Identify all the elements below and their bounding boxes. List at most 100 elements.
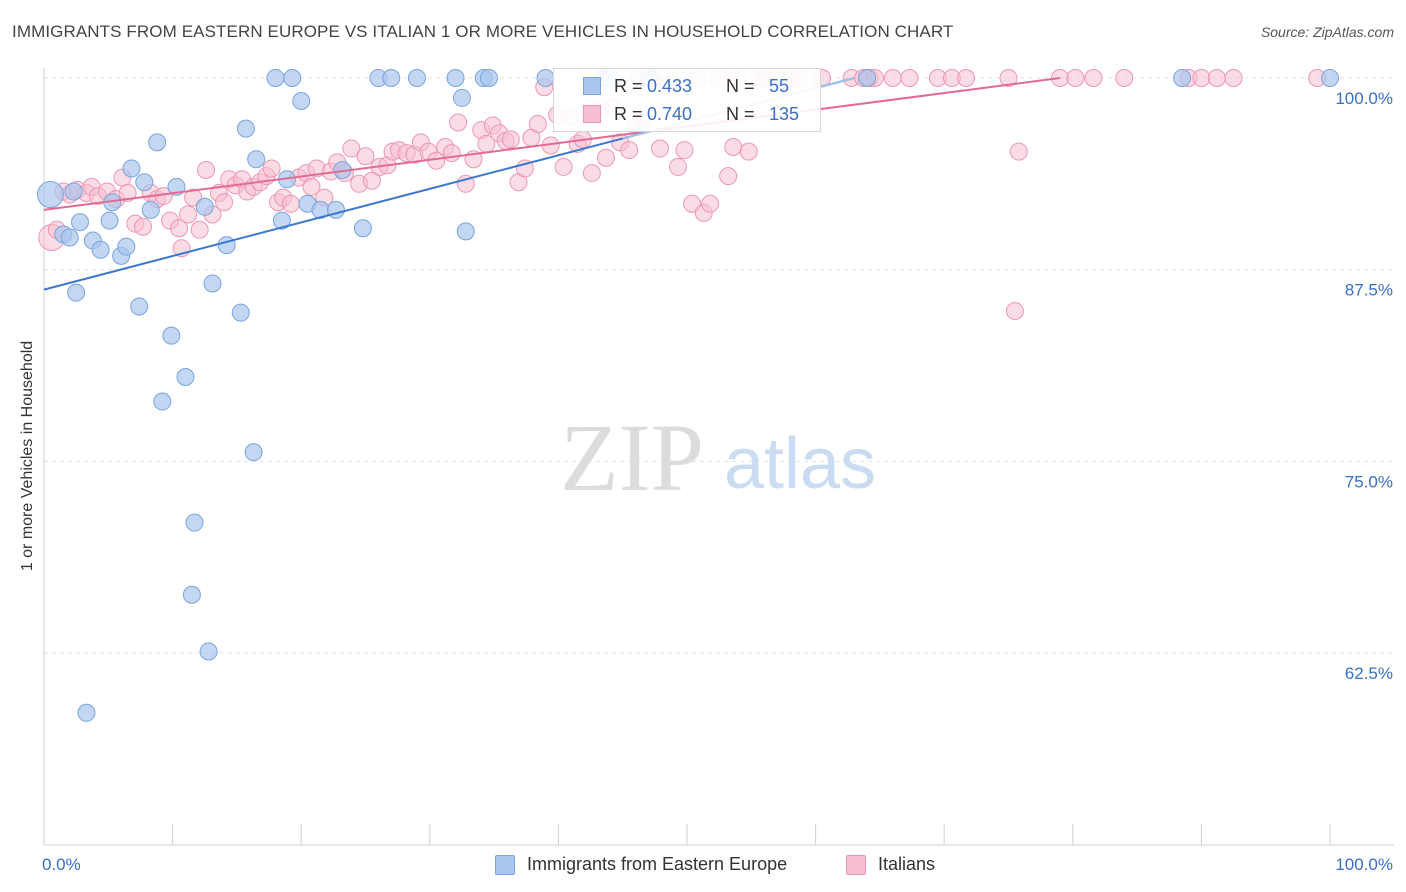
legend-row-italians: R = 0.740 N = 135	[554, 101, 820, 127]
x-tick-label-left: 0.0%	[42, 855, 81, 874]
tick-labels: 100.0% 87.5% 75.0% 62.5% 0.0% 100.0%	[42, 89, 1393, 874]
data-point	[479, 69, 498, 87]
data-point	[292, 92, 311, 110]
data-point	[1115, 69, 1134, 87]
data-point	[858, 69, 877, 87]
data-point	[77, 703, 96, 722]
data-point	[1321, 69, 1339, 87]
data-point	[900, 69, 919, 87]
data-point	[272, 211, 291, 230]
data-point	[190, 220, 209, 239]
data-point	[215, 193, 234, 212]
data-point	[1173, 69, 1192, 87]
data-point	[382, 69, 401, 87]
data-point	[1066, 69, 1085, 87]
data-point	[957, 69, 976, 87]
data-point	[1009, 142, 1028, 161]
data-point	[148, 133, 167, 152]
legend-swatch-blue	[583, 77, 601, 95]
legend-row-eastern-europe: R = 0.433 N = 55	[554, 73, 820, 99]
data-point	[554, 157, 573, 176]
data-point	[356, 147, 375, 166]
watermark-atlas: atlas	[724, 424, 876, 504]
legend-r-label: R =	[614, 76, 643, 96]
legend-n-value: 135	[769, 104, 800, 124]
data-point	[362, 171, 381, 190]
data-point	[739, 142, 758, 161]
trend-line	[43, 77, 1061, 211]
data-point	[203, 274, 222, 293]
watermark: ZIP atlas	[560, 404, 876, 511]
data-point	[185, 513, 204, 532]
data-point	[153, 392, 172, 411]
data-point	[281, 194, 300, 213]
legend-r-label: R =	[614, 104, 643, 124]
data-point	[182, 585, 201, 604]
data-point	[999, 69, 1018, 87]
legend-swatch-blue	[495, 855, 515, 875]
y-tick-label: 87.5%	[1345, 281, 1393, 300]
data-point	[176, 368, 195, 386]
data-point	[283, 69, 302, 87]
data-point	[170, 219, 189, 238]
data-point	[217, 236, 236, 255]
data-point	[195, 197, 214, 216]
legend-n-label: N =	[726, 104, 755, 124]
data-point	[302, 177, 321, 196]
data-point	[122, 159, 141, 178]
data-point	[199, 642, 218, 661]
legend-label: Italians	[878, 854, 936, 874]
y-tick-label: 62.5%	[1345, 664, 1393, 683]
data-point	[407, 69, 426, 87]
data-point	[719, 167, 738, 186]
data-point	[1192, 69, 1211, 87]
data-point	[71, 213, 90, 232]
series-eastern-europe	[36, 69, 1339, 722]
legend-n-label: N =	[726, 76, 755, 96]
data-point	[449, 113, 468, 132]
data-point	[442, 144, 461, 163]
data-point	[675, 141, 694, 160]
chart-title: IMMIGRANTS FROM EASTERN EUROPE VS ITALIA…	[12, 22, 954, 41]
data-point	[60, 228, 79, 247]
data-point	[668, 157, 687, 176]
y-axis-label: 1 or more Vehicles in Household	[19, 340, 36, 572]
x-tick-label-right: 100.0%	[1335, 855, 1393, 874]
series-legend: Immigrants from Eastern Europe Italians	[0, 852, 1406, 878]
data-point	[64, 182, 83, 201]
data-point	[118, 184, 137, 202]
data-point	[446, 69, 465, 87]
data-point	[724, 138, 743, 156]
data-point	[262, 159, 281, 178]
y-tick-label: 75.0%	[1345, 472, 1393, 491]
data-point	[452, 88, 471, 107]
data-point	[179, 205, 198, 224]
watermark-zip: ZIP	[560, 404, 704, 511]
data-point	[536, 69, 555, 87]
data-point	[701, 194, 720, 213]
data-point	[130, 297, 149, 316]
data-point	[266, 69, 285, 87]
data-point	[134, 217, 153, 236]
stats-legend: R = 0.433 N = 55 R = 0.740 N = 135	[553, 68, 821, 132]
data-point	[596, 148, 615, 167]
data-point	[100, 211, 119, 230]
data-point	[1084, 69, 1103, 87]
data-point	[244, 443, 263, 462]
data-point	[67, 283, 86, 302]
data-point	[582, 164, 601, 183]
data-point	[528, 115, 547, 133]
chart-source: Source: ZipAtlas.com	[1260, 24, 1394, 40]
legend-r-value: 0.433	[647, 76, 693, 96]
data-point	[197, 161, 216, 179]
y-tick-label: 100.0%	[1335, 89, 1393, 108]
grid-layer	[44, 77, 1394, 654]
data-point	[247, 150, 266, 169]
data-point	[117, 237, 136, 256]
legend-swatch-pink	[846, 855, 866, 875]
legend-n-value: 55	[769, 76, 790, 96]
data-point	[91, 240, 110, 259]
legend-swatch-pink	[583, 105, 601, 123]
legend-r-value: 0.740	[647, 104, 693, 124]
